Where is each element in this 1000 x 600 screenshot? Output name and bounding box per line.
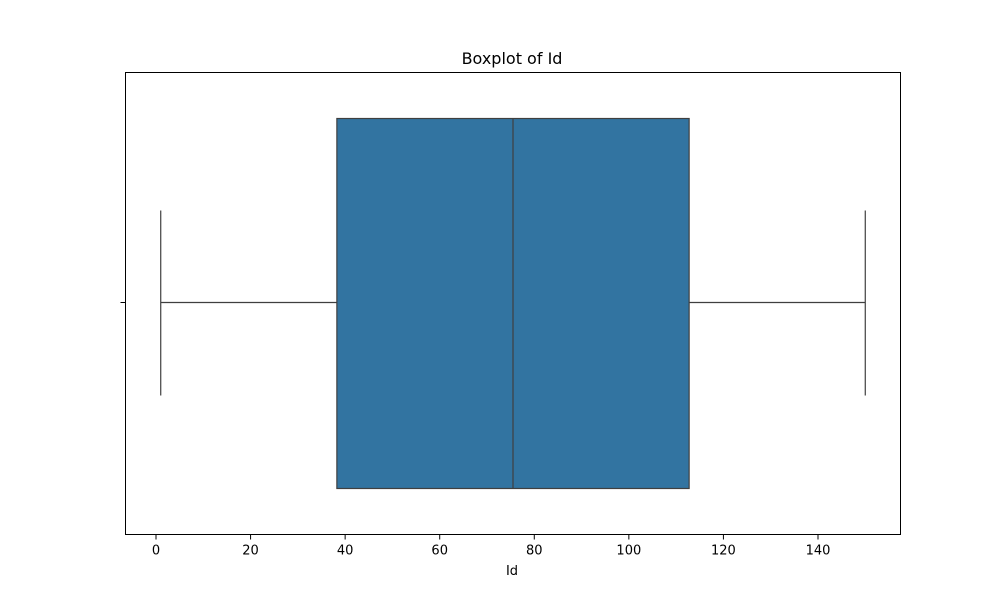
- x-tick-label: 20: [242, 544, 259, 559]
- x-axis-ticks: 0 20 40 60 80 100 120 140: [152, 535, 831, 559]
- box-layer: [161, 119, 866, 489]
- chart-title: Boxplot of Id: [462, 49, 563, 68]
- x-tick-label: 100: [616, 544, 641, 559]
- x-tick-label: 120: [711, 544, 736, 559]
- x-tick-label: 40: [337, 544, 354, 559]
- x-tick-label: 140: [806, 544, 831, 559]
- x-axis-label: Id: [506, 564, 518, 579]
- x-tick-label: 60: [431, 544, 448, 559]
- x-tick-label: 80: [526, 544, 543, 559]
- x-tick-label: 0: [152, 544, 160, 559]
